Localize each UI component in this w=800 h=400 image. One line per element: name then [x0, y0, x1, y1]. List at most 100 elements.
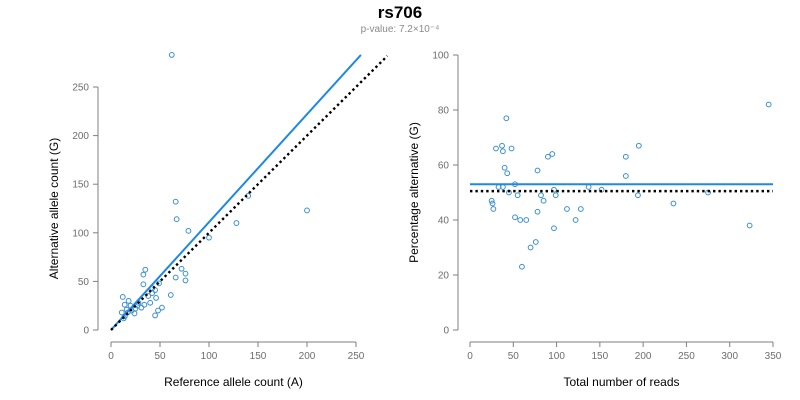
left-data-point [206, 234, 212, 241]
right-x-tick-label: 200 [635, 351, 652, 362]
left-data-point [304, 207, 310, 214]
right-y-tick-label: 20 [438, 271, 450, 282]
right-x-tick-label: 0 [467, 351, 473, 362]
right-data-point [517, 217, 524, 223]
right-x-tick-label: 300 [721, 351, 738, 362]
chart-subtitle: p-value: 7.2×10⁻⁴ [360, 24, 440, 35]
right-y-tick-label: 100 [432, 51, 449, 62]
left-data-point [172, 198, 179, 205]
left-x-axis-title: Reference allele count (A) [164, 375, 303, 389]
right-data-point [765, 101, 772, 108]
right-data-point [746, 222, 753, 229]
right-data-point [551, 186, 557, 193]
right-y-tick-label: 60 [438, 161, 450, 172]
left-y-tick-label: 150 [72, 180, 89, 191]
right-data-point [552, 192, 559, 199]
right-data-point [489, 200, 496, 207]
left-data-point [182, 270, 189, 277]
left-x-tick-label: 50 [154, 351, 166, 362]
right-data-point [572, 217, 579, 223]
left-data-point [147, 299, 154, 306]
right-data-point [490, 206, 497, 212]
left-expected-line [110, 55, 389, 331]
right-x-tick-label: 150 [592, 351, 609, 362]
left-fit-line [110, 54, 362, 331]
left-data-point [155, 307, 161, 314]
right-data-point [519, 263, 525, 270]
right-data-point [534, 208, 541, 215]
left-plot: 0 50 100 150 200 250 0 50 100 150 200 250 Reference … [47, 52, 389, 389]
left-x-tick-label: 250 [348, 351, 365, 362]
right-data-point [488, 197, 495, 204]
right-data-point [493, 145, 499, 152]
right-x-tick-label: 100 [548, 351, 565, 362]
left-data-point [140, 271, 147, 278]
left-data-point [159, 304, 165, 311]
left-y-tick-label: 100 [72, 228, 89, 239]
left-data-point [153, 295, 159, 301]
left-y-tick-label: 50 [78, 277, 90, 288]
right-data-point [532, 239, 539, 245]
right-data-point [523, 217, 530, 223]
left-data-point [178, 265, 185, 272]
chart-title: rs706 [377, 3, 423, 22]
right-y-tick-label: 0 [443, 326, 449, 337]
right-data-point [508, 145, 515, 152]
right-data-point [514, 192, 521, 199]
right-x-tick-label: 50 [508, 351, 520, 362]
right-data-point [670, 200, 677, 207]
right-y-tick-label: 40 [438, 216, 450, 227]
left-data-point [168, 52, 175, 58]
right-data-point [577, 206, 584, 212]
right-data-point [585, 184, 592, 190]
left-data-point [141, 301, 148, 308]
right-data-point [549, 151, 556, 157]
right-data-point [499, 142, 505, 149]
left-data-point [172, 274, 179, 281]
right-data-point [499, 148, 506, 155]
left-data-point [125, 297, 132, 304]
left-data-point [118, 309, 125, 316]
left-data-point [142, 266, 149, 273]
left-data-point [185, 227, 192, 234]
left-data-point [121, 301, 128, 308]
left-data-point [140, 281, 147, 288]
right-data-point [635, 192, 641, 199]
right-data-point [534, 167, 541, 174]
left-data-point [119, 294, 126, 300]
left-y-tick-label: 250 [72, 83, 89, 94]
left-data-point [182, 277, 189, 284]
right-x-tick-label: 250 [678, 351, 695, 362]
left-y-axis-title: Alternative allele count (G) [47, 138, 61, 279]
right-data-point [527, 244, 534, 251]
left-data-point [149, 290, 156, 296]
right-x-tick-label: 350 [765, 351, 782, 362]
left-data-point [173, 216, 180, 223]
left-data-point [152, 312, 159, 319]
left-y-tick-label: 200 [72, 131, 89, 142]
right-x-axis-title: Total number of reads [563, 375, 679, 389]
right-data-point [501, 164, 508, 171]
right-data-point [538, 192, 544, 199]
right-data-point [622, 173, 629, 179]
right-plot: 0 50 100 150 200 250 300 350 0 20 40 60 80 100 Total n… [407, 51, 782, 390]
right-data-point [551, 225, 557, 232]
right-data-point [504, 170, 511, 177]
left-data-point [167, 292, 174, 298]
right-y-tick-label: 80 [438, 106, 450, 117]
right-data-point [545, 153, 551, 160]
right-data-point [635, 142, 642, 149]
left-x-tick-label: 150 [250, 351, 267, 362]
left-x-tick-label: 200 [299, 351, 316, 362]
right-data-point [503, 115, 510, 122]
right-data-point [622, 153, 629, 160]
right-y-axis-title: Percentage alternative (G) [407, 122, 421, 263]
left-x-tick-label: 100 [201, 351, 218, 362]
left-data-point [233, 220, 240, 226]
right-data-point [564, 206, 570, 212]
left-y-tick-label: 0 [83, 326, 89, 337]
right-data-point [512, 214, 518, 221]
right-data-point [540, 197, 547, 204]
